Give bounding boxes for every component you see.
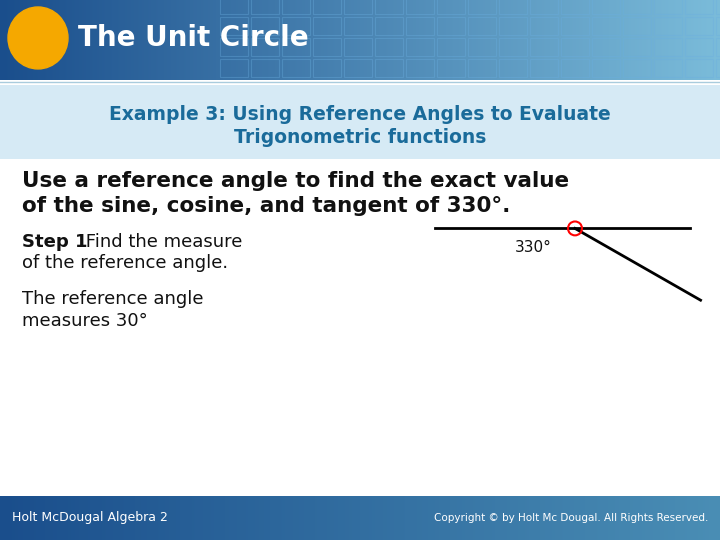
Bar bbox=[437, 17, 465, 35]
Bar bbox=[499, 17, 527, 35]
Bar bbox=[375, 38, 403, 56]
Bar bbox=[437, 0, 465, 14]
Bar bbox=[716, 38, 720, 56]
Bar bbox=[220, 38, 248, 56]
Bar bbox=[654, 59, 682, 77]
Bar bbox=[592, 38, 620, 56]
Bar bbox=[530, 59, 558, 77]
Bar bbox=[468, 59, 496, 77]
Bar bbox=[375, 0, 403, 14]
Bar bbox=[654, 17, 682, 35]
Text: The Unit Circle: The Unit Circle bbox=[78, 24, 309, 52]
Bar bbox=[437, 38, 465, 56]
Bar bbox=[716, 59, 720, 77]
Bar bbox=[654, 38, 682, 56]
Bar bbox=[220, 0, 248, 14]
Bar bbox=[685, 0, 713, 14]
Text: Copyright © by Holt Mc Dougal. All Rights Reserved.: Copyright © by Holt Mc Dougal. All Right… bbox=[433, 513, 708, 523]
Bar bbox=[685, 17, 713, 35]
Bar bbox=[623, 0, 651, 14]
Bar bbox=[530, 38, 558, 56]
Bar bbox=[406, 17, 434, 35]
Bar bbox=[468, 38, 496, 56]
Bar bbox=[592, 17, 620, 35]
Text: Step 1: Step 1 bbox=[22, 233, 88, 252]
Bar bbox=[654, 0, 682, 14]
Text: of the reference angle.: of the reference angle. bbox=[22, 254, 228, 272]
Bar bbox=[313, 0, 341, 14]
Bar bbox=[251, 59, 279, 77]
Bar bbox=[561, 38, 589, 56]
Bar bbox=[623, 38, 651, 56]
Bar bbox=[685, 38, 713, 56]
Ellipse shape bbox=[8, 7, 68, 69]
Bar bbox=[592, 0, 620, 14]
Bar bbox=[716, 0, 720, 14]
Bar bbox=[251, 17, 279, 35]
Bar bbox=[592, 59, 620, 77]
Text: of the sine, cosine, and tangent of 330°.: of the sine, cosine, and tangent of 330°… bbox=[22, 195, 510, 216]
Bar bbox=[530, 17, 558, 35]
Bar bbox=[685, 59, 713, 77]
Bar bbox=[406, 38, 434, 56]
Text: measures 30°: measures 30° bbox=[22, 312, 148, 329]
Bar bbox=[220, 59, 248, 77]
Bar bbox=[375, 59, 403, 77]
Bar bbox=[623, 17, 651, 35]
Bar bbox=[716, 17, 720, 35]
Text: The reference angle: The reference angle bbox=[22, 290, 204, 308]
Bar bbox=[468, 0, 496, 14]
Bar bbox=[344, 38, 372, 56]
Bar bbox=[0, 85, 720, 159]
Bar bbox=[313, 59, 341, 77]
Bar bbox=[468, 17, 496, 35]
Bar bbox=[623, 59, 651, 77]
Bar bbox=[344, 59, 372, 77]
Text: Trigonometric functions: Trigonometric functions bbox=[234, 129, 486, 147]
Text: Example 3: Using Reference Angles to Evaluate: Example 3: Using Reference Angles to Eva… bbox=[109, 105, 611, 124]
Bar bbox=[437, 59, 465, 77]
Bar bbox=[220, 17, 248, 35]
Bar bbox=[251, 38, 279, 56]
Bar bbox=[251, 0, 279, 14]
Bar bbox=[375, 17, 403, 35]
Bar bbox=[282, 17, 310, 35]
Bar bbox=[499, 59, 527, 77]
Bar bbox=[499, 38, 527, 56]
Bar bbox=[561, 0, 589, 14]
Bar bbox=[344, 17, 372, 35]
Bar bbox=[282, 38, 310, 56]
Bar bbox=[344, 0, 372, 14]
Bar bbox=[282, 59, 310, 77]
Text: Use a reference angle to find the exact value: Use a reference angle to find the exact … bbox=[22, 171, 569, 191]
Bar bbox=[313, 38, 341, 56]
Text: 330°: 330° bbox=[515, 240, 552, 255]
Bar bbox=[499, 0, 527, 14]
Bar bbox=[561, 17, 589, 35]
Text: Holt McDougal Algebra 2: Holt McDougal Algebra 2 bbox=[12, 511, 168, 524]
Bar bbox=[561, 59, 589, 77]
Bar bbox=[313, 17, 341, 35]
Bar bbox=[406, 0, 434, 14]
Bar bbox=[282, 0, 310, 14]
Bar bbox=[530, 0, 558, 14]
Text: Find the measure: Find the measure bbox=[80, 233, 243, 252]
Bar bbox=[406, 59, 434, 77]
